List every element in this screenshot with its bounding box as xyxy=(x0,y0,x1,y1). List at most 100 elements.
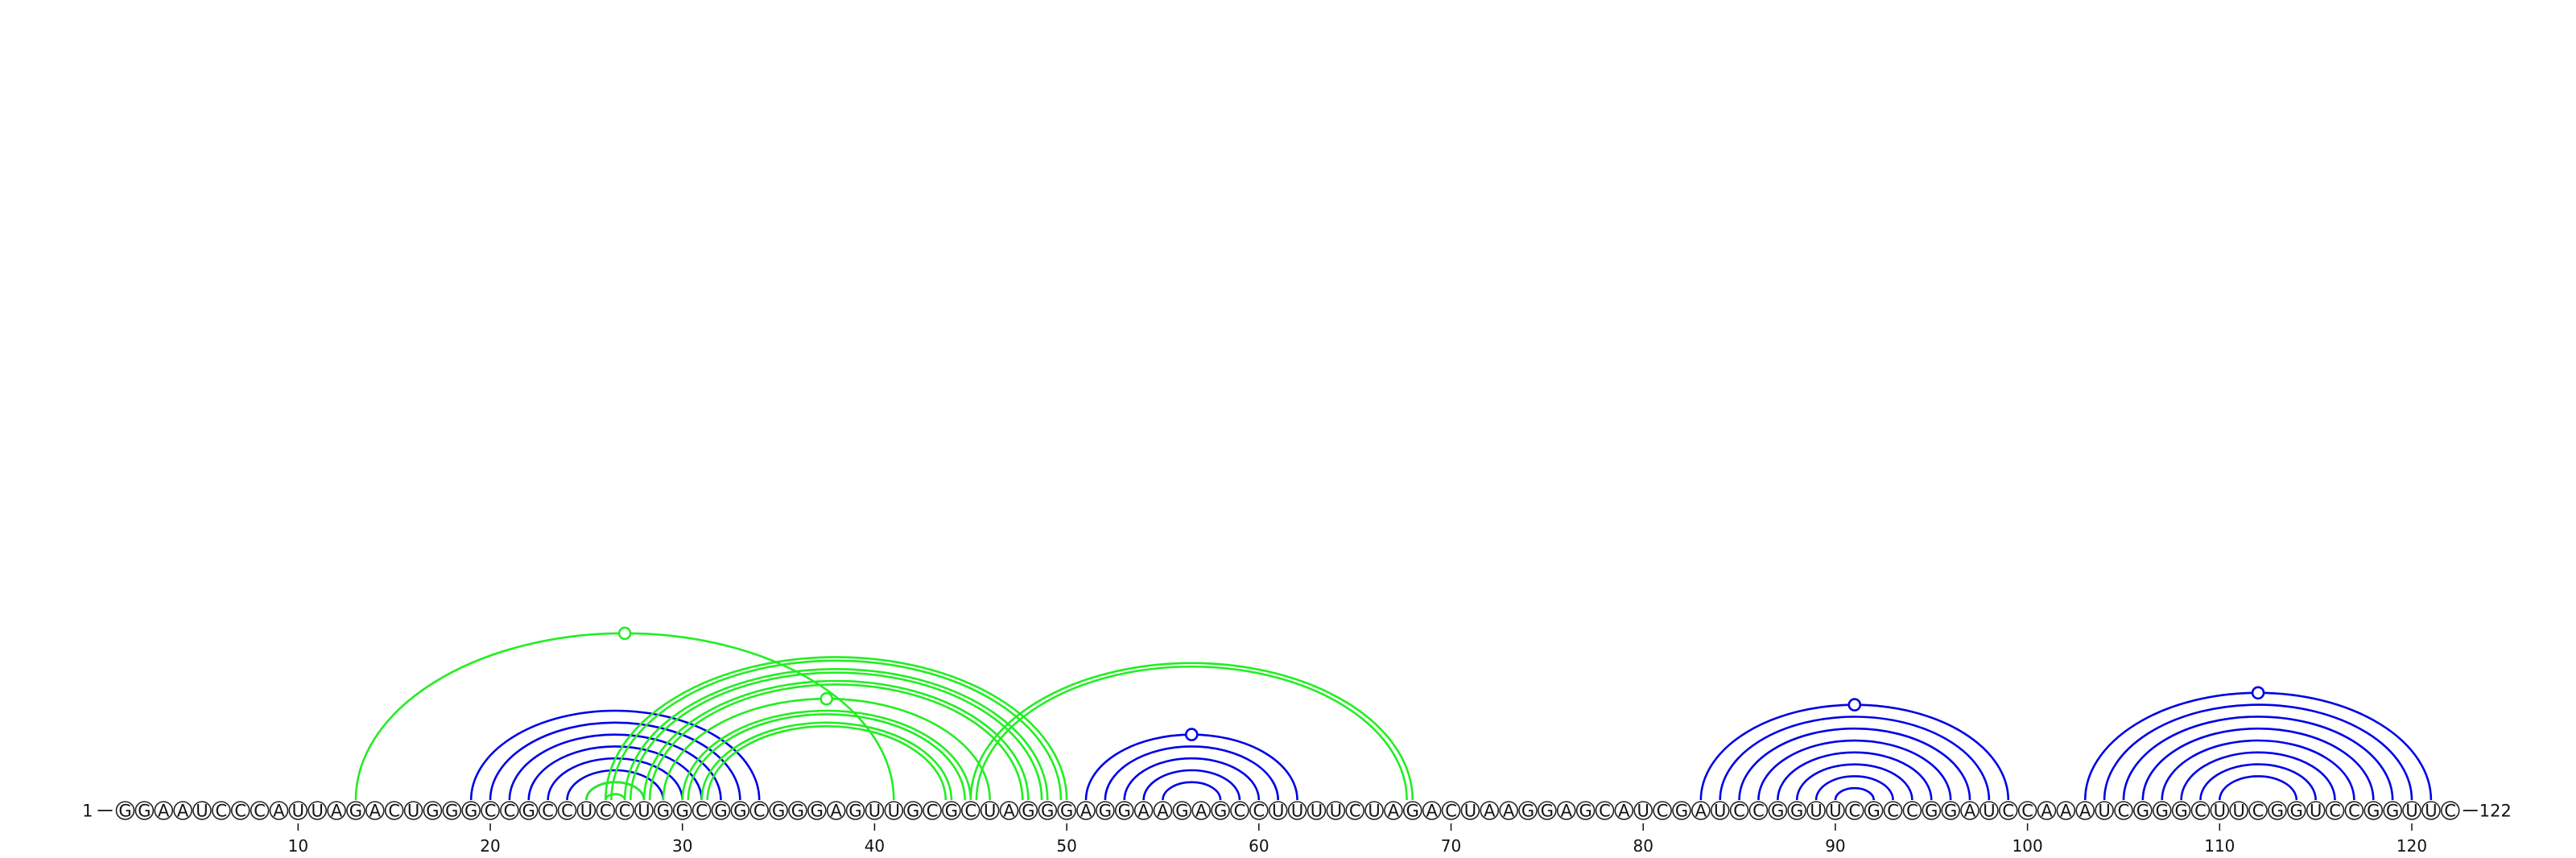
nucleotide: C xyxy=(481,801,500,821)
nucleotide-circle xyxy=(1998,801,2018,820)
nucleotide-letter: G xyxy=(1175,802,1188,821)
nucleotide-letter: A xyxy=(177,802,189,821)
tick-label: 20 xyxy=(480,836,500,856)
nucleotide-circle xyxy=(2344,801,2364,820)
nucleotide: G xyxy=(903,801,923,821)
nucleotide-letter: U xyxy=(2405,802,2417,821)
nucleotide-circle xyxy=(2421,801,2441,820)
nucleotide: C xyxy=(1998,801,2018,821)
tick-label: 100 xyxy=(2013,836,2043,856)
nucleotide-letter: U xyxy=(888,802,900,821)
nucleotide: C xyxy=(557,801,577,821)
nucleotide: A xyxy=(1691,801,1711,821)
nucleotide-letter: G xyxy=(1099,802,1112,821)
nucleotide: C xyxy=(2440,801,2460,821)
nucleotide: A xyxy=(1614,801,1634,821)
nucleotide: U xyxy=(2229,801,2248,821)
nucleotide-letter: G xyxy=(2174,802,2187,821)
nucleotide-circle xyxy=(2190,801,2211,820)
nucleotide-circle xyxy=(2383,801,2402,820)
nucleotide: C xyxy=(960,801,980,821)
nucleotide-circle xyxy=(2095,801,2114,820)
nucleotide-circle xyxy=(2037,801,2057,820)
nucleotide-circle xyxy=(1191,801,1212,820)
nucleotide-circle xyxy=(518,801,539,820)
nucleotide-letter: A xyxy=(1484,802,1496,821)
nucleotide-letter: G xyxy=(791,802,804,821)
nucleotide-letter: A xyxy=(1003,802,1015,821)
nucleotide: C xyxy=(1441,801,1461,821)
arc-blue-20-33 xyxy=(489,721,741,801)
nucleotide-circle xyxy=(346,801,365,820)
nucleotide-letter: C xyxy=(234,802,246,821)
nucleotide-letter: A xyxy=(1618,802,1630,821)
nucleotide-circle xyxy=(1748,801,1769,820)
nucleotide: G xyxy=(845,801,865,821)
nucleotide: G xyxy=(711,801,731,821)
nucleotide: A xyxy=(1499,801,1518,821)
nucleotide: A xyxy=(1153,801,1173,821)
nucleotide-circle xyxy=(1575,801,1596,820)
nucleotide-circle xyxy=(327,801,346,820)
nucleotide-circle xyxy=(1941,801,1960,820)
nucleotide-circle xyxy=(615,801,634,820)
nucleotide-letter: C xyxy=(2329,802,2341,821)
nucleotide-circle xyxy=(980,801,1000,820)
nucleotide-circle xyxy=(1614,801,1634,820)
nucleotide: U xyxy=(288,801,308,821)
nucleotide-letter: G xyxy=(772,802,785,821)
nucleotide-circle xyxy=(596,801,616,820)
nucleotide: A xyxy=(1422,801,1442,821)
nucleotide-circle xyxy=(576,801,597,820)
arc-blue-90-92 xyxy=(1834,786,1875,801)
nucleotide: U xyxy=(865,801,885,821)
nucleotide-letter: C xyxy=(1848,802,1860,821)
nucleotide: G xyxy=(942,801,961,821)
nucleotide-letter: C xyxy=(600,802,612,821)
nucleotide-circle xyxy=(1729,801,1749,820)
nucleotide-circle xyxy=(1441,801,1461,820)
nucleotide-letter: G xyxy=(714,802,727,821)
nucleotide: G xyxy=(442,801,462,821)
nucleotide-letter: U xyxy=(2214,802,2226,821)
nucleotide: C xyxy=(2190,801,2211,821)
nucleotide: A xyxy=(2075,801,2095,821)
nucleotide-circle xyxy=(192,801,212,820)
nucleotide: C xyxy=(615,801,634,821)
nucleotide: C xyxy=(538,801,558,821)
nucleotide: A xyxy=(2056,801,2076,821)
nucleotide-circle xyxy=(115,801,135,820)
nucleotide: U xyxy=(308,801,328,821)
nucleotide-circle xyxy=(2210,801,2230,820)
arc-green-26-27 xyxy=(604,793,626,801)
nucleotide-letter: U xyxy=(2233,802,2245,821)
nucleotide-letter: U xyxy=(1464,802,1476,821)
nucleotide-circle xyxy=(1556,801,1576,820)
nucleotide-circle xyxy=(1864,801,1884,820)
nucleotide-letter: G xyxy=(676,802,689,821)
nucleotide-letter: C xyxy=(696,802,708,821)
nucleotide-circle xyxy=(1057,801,1076,820)
nucleotide-letter: A xyxy=(1137,802,1150,821)
nucleotide: G xyxy=(1114,801,1134,821)
nucleotide-letter: C xyxy=(1445,802,1457,821)
nucleotide: A xyxy=(1480,801,1500,821)
nucleotide-circle xyxy=(1345,801,1364,820)
nucleotide: G xyxy=(1787,801,1806,821)
nucleotide-letter: A xyxy=(831,802,843,821)
nucleotide-circle xyxy=(461,801,481,820)
nucleotide-letter: U xyxy=(196,802,208,821)
tick-label: 80 xyxy=(1633,836,1653,856)
nucleotide-letter: G xyxy=(138,802,151,821)
nucleotide-letter: A xyxy=(1388,802,1400,821)
nucleotide-letter: A xyxy=(1426,802,1438,821)
nucleotide: G xyxy=(423,801,443,821)
nucleotide-circle xyxy=(1595,801,1615,820)
nucleotide-circle xyxy=(1402,801,1422,820)
nucleotide-circle xyxy=(173,801,192,820)
nucleotide: G xyxy=(1864,801,1884,821)
arc-marker-green xyxy=(617,626,632,641)
tick-label: 120 xyxy=(2396,836,2427,856)
nucleotide-letter: G xyxy=(2367,802,2380,821)
